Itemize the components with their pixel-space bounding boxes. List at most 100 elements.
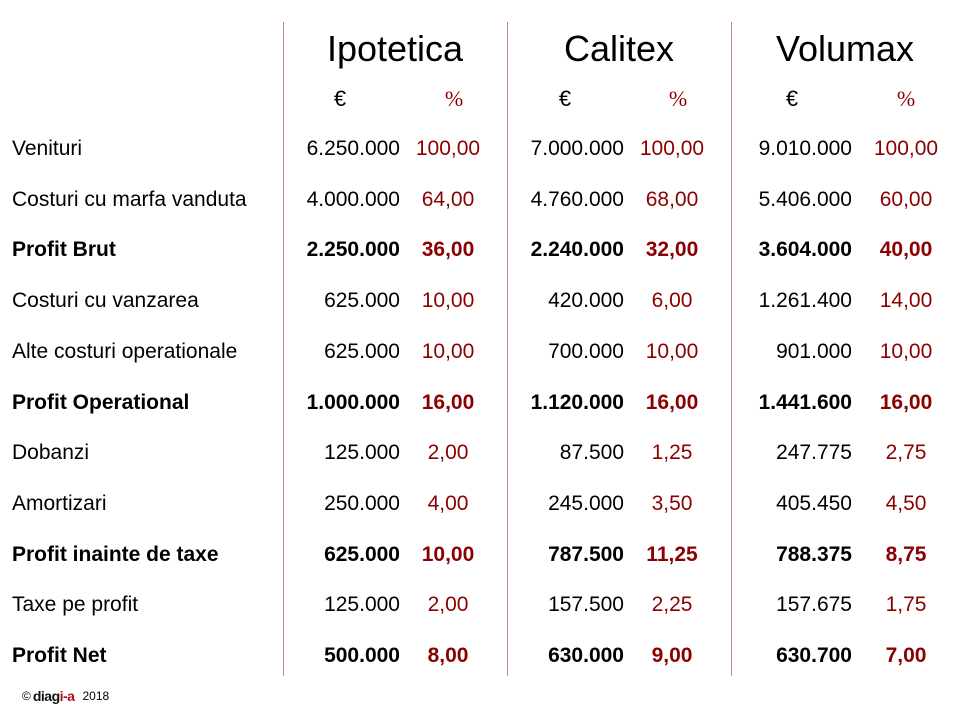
percent-cell: 6,00 [651, 289, 693, 313]
table-row: Profit Brut 2.250.000 36,00 2.240.000 32,00 3… [0, 225, 960, 275]
row-label: Venituri [12, 137, 83, 160]
amount-cell: 125.000 [324, 441, 400, 465]
divider-2 [507, 22, 508, 676]
percent-cell: 2,25 [651, 593, 693, 617]
amount-cell: 630.700 [776, 644, 852, 667]
unit-currency: € [558, 86, 572, 111]
table-row: Profit Net 500.000 8,00 630.000 9,00 630.700 7… [0, 631, 960, 681]
percent-cell: 32,00 [645, 238, 699, 262]
percent-cell: 100,00 [873, 137, 939, 160]
percent-cell: 4,50 [885, 491, 927, 515]
amount-cell: 630.000 [548, 644, 624, 667]
amount-cell: 901.000 [776, 339, 852, 363]
amount-cell: 125.000 [324, 593, 400, 617]
table-row: Venituri 6.250.000 100,00 7.000.000 100,00 9.… [0, 124, 960, 174]
amount-cell: 157.500 [548, 593, 624, 617]
amount-cell: 87.500 [559, 441, 624, 465]
amount-cell: 3.604.000 [758, 238, 852, 262]
amount-cell: 7.000.000 [530, 137, 624, 160]
column-title-ipotetica: Ipotetica [326, 28, 464, 69]
diagnia-logo: diagi-a [32, 688, 75, 704]
percent-cell: 10,00 [645, 339, 699, 363]
percent-cell: 1,75 [885, 593, 927, 617]
copyright-mark: © [22, 689, 31, 703]
percent-cell: 16,00 [421, 390, 475, 414]
percent-cell: 8,75 [885, 542, 927, 566]
amount-cell: 1.120.000 [530, 390, 624, 414]
column-title-volumax: Volumax [775, 28, 915, 69]
amount-cell: 247.775 [776, 441, 852, 465]
table-row: Costuri cu vanzarea 625.000 10,00 420.000 6,… [0, 276, 960, 326]
row-label: Costuri cu marfa vanduta [12, 187, 247, 211]
amount-cell: 157.675 [776, 593, 852, 617]
amount-cell: 405.450 [776, 491, 852, 515]
percent-cell: 10,00 [421, 542, 475, 566]
amount-cell: 625.000 [324, 542, 400, 566]
row-label: Alte costuri operationale [12, 339, 238, 363]
footer-year: 2018 [82, 689, 110, 703]
percent-cell: 36,00 [421, 238, 475, 262]
table-row: Alte costuri operationale 625.000 10,00 700… [0, 327, 960, 377]
percent-cell: 1,25 [651, 441, 693, 465]
unit-percent: % [444, 86, 464, 111]
percent-cell: 10,00 [421, 289, 475, 313]
percent-cell: 4,00 [427, 491, 469, 515]
table-row: Profit inainte de taxe 625.000 10,00 787.50… [0, 530, 960, 580]
amount-cell: 9.010.000 [758, 137, 852, 160]
percent-cell: 64,00 [421, 187, 475, 211]
amount-cell: 700.000 [548, 339, 624, 363]
amount-cell: 4.000.000 [306, 187, 400, 211]
percent-cell: 14,00 [879, 289, 933, 313]
amount-cell: 500.000 [324, 644, 400, 667]
divider-3 [731, 22, 732, 676]
percent-cell: 2,00 [427, 593, 469, 617]
unit-currency: € [333, 86, 347, 111]
amount-cell: 4.760.000 [530, 187, 624, 211]
percent-cell: 10,00 [421, 339, 475, 363]
percent-cell: 8,00 [427, 644, 469, 667]
amount-cell: 2.240.000 [530, 238, 624, 262]
table-row: Profit Operational 1.000.000 16,00 1.120.00… [0, 378, 960, 428]
amount-cell: 788.375 [776, 542, 852, 566]
table-row: Taxe pe profit 125.000 2,00 157.500 2,25 157.… [0, 580, 960, 630]
percent-cell: 16,00 [645, 390, 699, 414]
table-row: Costuri cu marfa vanduta 4.000.000 64,00 4.… [0, 175, 960, 225]
percent-cell: 3,50 [651, 491, 693, 515]
percent-cell: 60,00 [879, 187, 933, 211]
percent-cell: 9,00 [651, 644, 693, 667]
percent-cell: 100,00 [639, 137, 705, 160]
unit-percent: % [896, 86, 916, 111]
row-label: Profit inainte de taxe [12, 542, 219, 566]
percent-cell: 68,00 [645, 187, 699, 211]
amount-cell: 2.250.000 [306, 238, 400, 262]
table-row: Amortizari 250.000 4,00 245.000 3,50 405.450 4… [0, 479, 960, 529]
amount-cell: 1.000.000 [306, 390, 400, 414]
percent-cell: 7,00 [885, 644, 927, 667]
row-label: Amortizari [12, 491, 107, 515]
amount-cell: 5.406.000 [758, 187, 852, 211]
percent-cell: 2,00 [427, 441, 469, 465]
divider-1 [283, 22, 284, 676]
row-label: Dobanzi [12, 441, 90, 465]
percent-cell: 10,00 [879, 339, 933, 363]
amount-cell: 245.000 [548, 491, 624, 515]
amount-cell: 1.441.600 [758, 390, 852, 414]
row-label: Profit Operational [12, 390, 190, 414]
row-label: Profit Brut [12, 238, 116, 262]
amount-cell: 6.250.000 [306, 137, 400, 160]
amount-cell: 420.000 [548, 289, 624, 313]
amount-cell: 625.000 [324, 339, 400, 363]
percent-cell: 100,00 [415, 137, 481, 160]
row-label: Taxe pe profit [12, 593, 139, 617]
amount-cell: 1.261.400 [758, 289, 852, 313]
column-title-calitex: Calitex [563, 28, 675, 69]
row-label: Costuri cu vanzarea [12, 289, 199, 313]
percent-cell: 2,75 [885, 441, 927, 465]
percent-cell: 40,00 [879, 238, 933, 262]
unit-currency: € [785, 86, 799, 111]
percent-cell: 11,25 [646, 542, 698, 566]
table-row: Dobanzi 125.000 2,00 87.500 1,25 247.775 2,75 [0, 428, 960, 478]
amount-cell: 625.000 [324, 289, 400, 313]
row-label: Profit Net [12, 644, 107, 667]
amount-cell: 787.500 [548, 542, 624, 566]
